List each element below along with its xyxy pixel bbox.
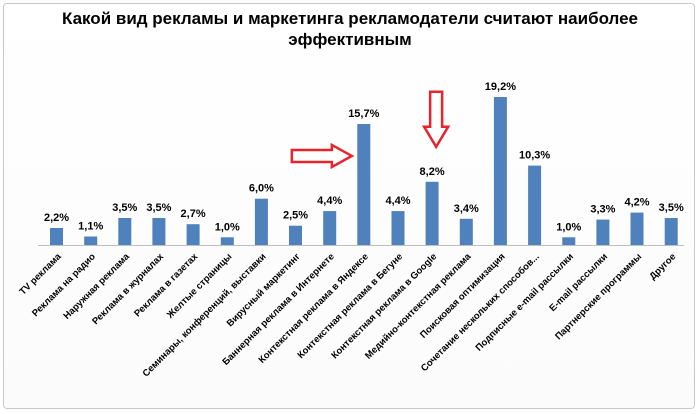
value-label-10: 15,7% (348, 108, 379, 120)
bar-18 (630, 212, 644, 245)
bar-6 (220, 237, 234, 245)
bar-1 (50, 228, 63, 245)
value-label-3: 3,5% (112, 202, 137, 214)
value-label-8: 2,5% (283, 210, 308, 222)
value-label-17: 3,3% (590, 204, 615, 216)
category-label-19: Другое (647, 251, 678, 282)
value-label-13: 3,4% (454, 203, 479, 215)
bar-10 (357, 124, 371, 245)
bar-4 (152, 218, 166, 245)
bar-8 (289, 225, 302, 245)
bar-14 (493, 97, 507, 245)
value-label-2: 1,1% (78, 221, 103, 233)
annotation-arrow-1 (290, 142, 355, 170)
category-label-2: Реклама на радио (30, 251, 98, 319)
bar-13 (459, 218, 473, 245)
value-label-1: 2,2% (44, 212, 69, 224)
category-label-3: Наружная реклама (61, 251, 132, 322)
value-label-12: 8,2% (420, 166, 445, 178)
value-label-9: 4,4% (317, 195, 342, 207)
bar-15 (528, 165, 542, 245)
bars-group (50, 97, 678, 245)
value-label-4: 3,5% (146, 202, 171, 214)
chart-title-line-2: эффективным (288, 30, 412, 49)
bar-12 (425, 181, 439, 245)
bar-9 (323, 211, 337, 245)
value-label-16: 1,0% (556, 221, 581, 233)
value-label-15: 10,3% (519, 150, 550, 162)
bar-7 (254, 198, 268, 245)
chart-title-line-1: Какой вид рекламы и маркетинга рекламода… (61, 9, 639, 28)
value-label-11: 4,4% (385, 195, 410, 207)
value-label-5: 2,7% (181, 208, 206, 220)
category-label-6: Желтые страницы (164, 251, 234, 321)
value-labels-group: 2,2% 1,1% 3,5% 3,5% 2,7% 1,0% 6,0% 2,5% 4,4% 15,7… (44, 81, 684, 233)
value-label-19: 3,5% (659, 202, 684, 214)
category-label-5: Реклама в газетах (132, 251, 201, 320)
bar-3 (118, 218, 132, 245)
bar-11 (391, 211, 405, 245)
annotation-arrow-2 (421, 90, 451, 150)
category-label-7: Семинары, конференций, выставки (141, 251, 269, 379)
bar-5 (186, 224, 200, 245)
value-label-14: 19,2% (485, 81, 516, 93)
bar-16 (562, 237, 576, 245)
chart-title: Какой вид рекламы и маркетинга рекламода… (0, 8, 700, 50)
category-label-17: E-mail рассылки (547, 251, 610, 314)
value-label-18: 4,2% (624, 197, 649, 209)
bar-2 (84, 236, 98, 245)
bar-17 (596, 219, 610, 245)
chart-frame (3, 3, 695, 409)
value-label-6: 1,0% (215, 221, 240, 233)
bar-19 (664, 218, 678, 245)
annotation-arrows-group (290, 90, 451, 170)
value-label-7: 6,0% (249, 183, 274, 195)
